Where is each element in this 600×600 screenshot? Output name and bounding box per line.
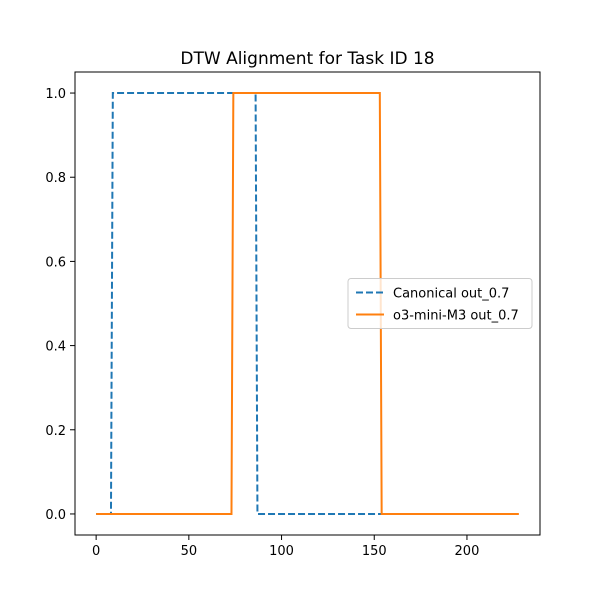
plot-area-frame: [74, 71, 541, 536]
legend-label-1: o3-mini-M3 out_0.7: [393, 309, 519, 324]
chart-title: DTW Alignment for Task ID 18: [180, 49, 434, 69]
x-tick-label: 50: [181, 544, 198, 559]
x-tick-label: 200: [455, 544, 480, 559]
y-tick-label: 0.8: [45, 171, 66, 186]
series-line-0: [96, 92, 382, 515]
legend-label-0: Canonical out_0.7: [393, 287, 509, 302]
series-line-1: [96, 92, 519, 515]
x-tick-label: 100: [269, 544, 294, 559]
y-tick-label: 0.4: [45, 340, 66, 355]
legend: Canonical out_0.7 o3-mini-M3 out_0.7: [347, 278, 533, 329]
legend-box: [347, 278, 533, 329]
y-tick-label: 1.0: [45, 87, 66, 102]
x-tick-label: 150: [362, 544, 387, 559]
series-layer: [96, 92, 519, 515]
y-tick-label: 0.2: [45, 424, 66, 439]
y-tick-label: 0.6: [45, 255, 66, 270]
y-tick-label: 0.0: [45, 508, 66, 523]
x-axis: 0 50 100 150 200: [92, 535, 479, 559]
x-tick-label: 0: [92, 544, 100, 559]
y-axis: 0.0 0.2 0.4 0.6 0.8 1.0: [45, 87, 75, 523]
